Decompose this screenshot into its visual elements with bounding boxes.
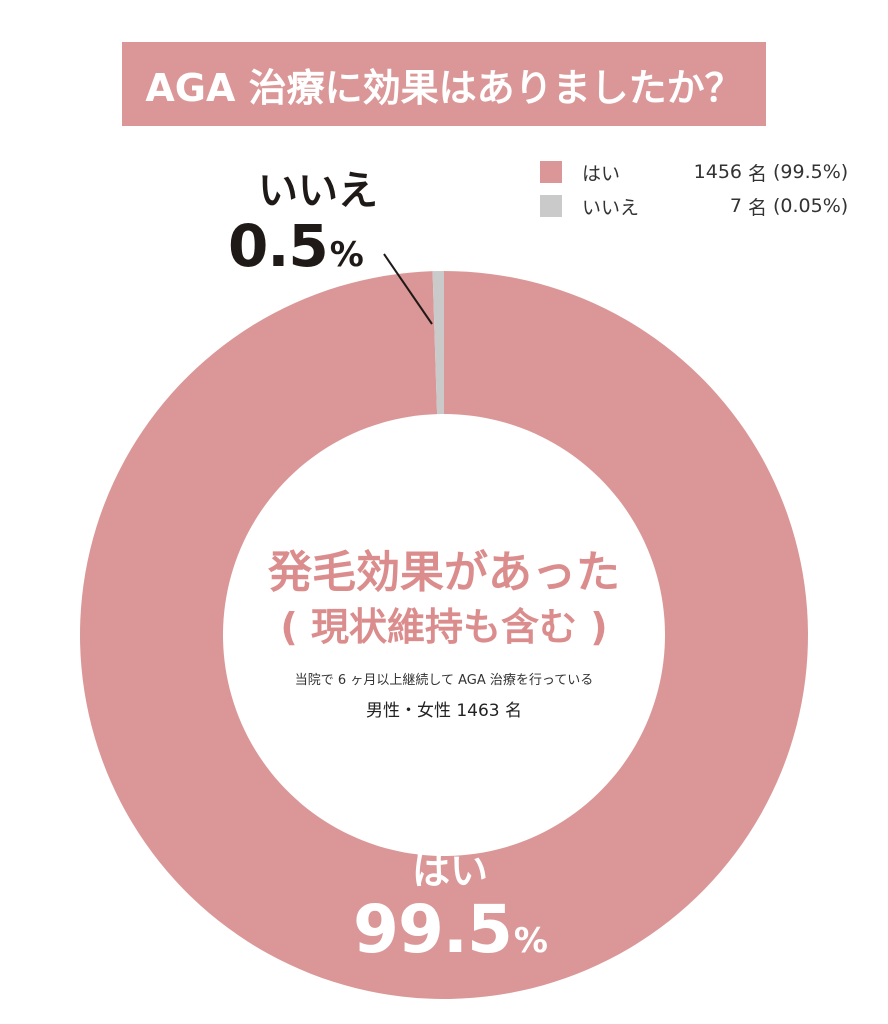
center-headline: 発毛効果があった (268, 547, 620, 598)
slice-label-yes-percent-sign: % (513, 921, 548, 961)
legend-count-no: 7 (729, 195, 742, 217)
legend: はい 1456 名 (99.5%) いいえ 7 名 (0.05%) (540, 155, 860, 223)
legend-unit-no: 名 (748, 196, 768, 219)
center-total: 男性・女性 1463 名 (365, 701, 523, 721)
slice-label-no-name: いいえ (258, 168, 378, 214)
center-description: 当院で 6 ヶ月以上継続して AGA 治療を行っている (294, 673, 594, 688)
legend-swatch-yes (540, 161, 562, 183)
legend-swatch-no (540, 195, 562, 217)
slice-label-yes-value: 99.5% (340, 894, 560, 977)
slice-label-yes-number: 99.5 (353, 891, 513, 968)
chart-title: AGA 治療に効果はありましたか？ (145, 65, 743, 110)
legend-label-no: いいえ (582, 196, 640, 219)
legend-count-yes: 1456 (693, 161, 742, 183)
legend-percent-no: (0.05%) (773, 195, 849, 217)
slice-label-no: いいえ 0.5% (228, 168, 378, 287)
center-subheadline: ( 現状維持も含む ) (280, 605, 608, 649)
donut-slices (80, 271, 809, 999)
donut-center-text: 発毛効果があった ( 現状維持も含む ) 当院で 6 ヶ月以上継続して AGA … (224, 545, 664, 721)
legend-percent-yes: (99.5%) (773, 161, 849, 183)
donut-slice-no (432, 271, 444, 415)
donut-slice-yes (80, 271, 809, 999)
slice-label-no-percent-sign: % (329, 235, 364, 275)
title-banner: AGA 治療に効果はありましたか？ (122, 42, 766, 126)
slice-label-no-value: 0.5% (228, 214, 378, 287)
legend-item-yes: はい 1456 名 (99.5%) (540, 155, 860, 189)
slice-label-yes-name: はい (411, 849, 488, 893)
legend-label-yes: はい (582, 162, 621, 185)
legend-item-no: いいえ 7 名 (0.05%) (540, 189, 860, 223)
slice-label-no-number: 0.5 (228, 212, 329, 280)
leader-line (383, 253, 433, 325)
slice-label-yes: はい 99.5% (340, 848, 560, 977)
legend-unit-yes: 名 (748, 162, 768, 185)
